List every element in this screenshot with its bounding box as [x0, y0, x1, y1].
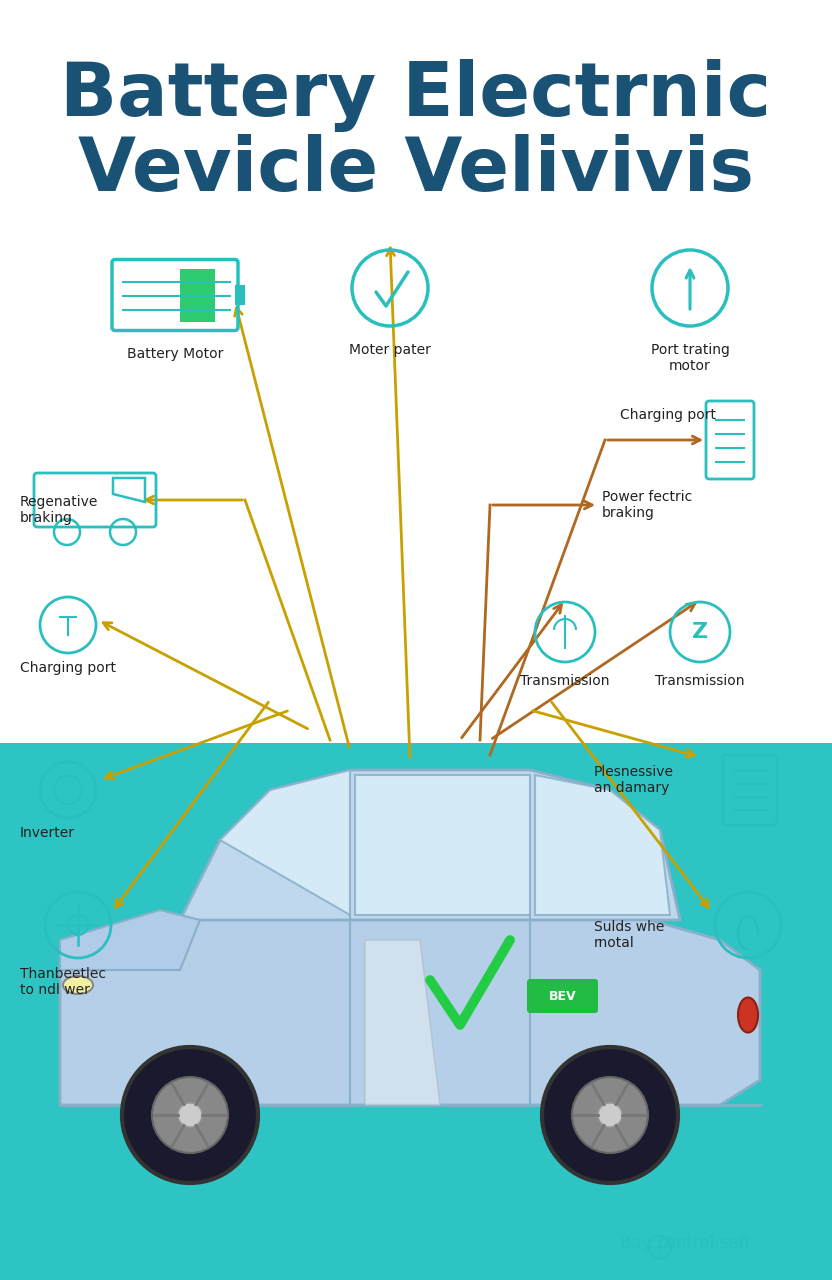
Bar — [0, 742, 832, 1280]
Text: Battery Electrnic: Battery Electrnic — [61, 59, 771, 132]
Polygon shape — [365, 940, 440, 1105]
Text: Vevicle Velivivis: Vevicle Velivivis — [78, 133, 754, 206]
Text: Plesnessive
an damary: Plesnessive an damary — [594, 765, 674, 795]
Text: BEV: BEV — [549, 989, 577, 1002]
Text: Charging port: Charging port — [20, 660, 116, 675]
Text: Battery Motor: Battery Motor — [126, 347, 223, 361]
Text: Bay control.seft: Bay control.seft — [620, 1234, 750, 1252]
Text: Power fectric
braking: Power fectric braking — [602, 490, 692, 520]
Text: Transmission: Transmission — [656, 675, 745, 689]
Polygon shape — [60, 910, 200, 970]
Text: Charging port: Charging port — [620, 408, 716, 422]
Text: Port trating
motor: Port trating motor — [651, 343, 730, 374]
Polygon shape — [535, 774, 670, 915]
Text: Regenative
braking: Regenative braking — [20, 495, 98, 525]
FancyBboxPatch shape — [527, 979, 598, 1012]
Polygon shape — [180, 771, 680, 920]
Polygon shape — [220, 771, 350, 915]
Ellipse shape — [63, 975, 93, 995]
Text: Moter pater: Moter pater — [349, 343, 431, 357]
Bar — [180, 269, 215, 321]
Circle shape — [178, 1103, 202, 1126]
Ellipse shape — [738, 997, 758, 1033]
Circle shape — [572, 1076, 648, 1153]
Polygon shape — [60, 900, 760, 1105]
Circle shape — [598, 1103, 622, 1126]
Bar — [235, 285, 245, 305]
Text: Inverter: Inverter — [20, 826, 75, 840]
Text: Z: Z — [692, 622, 708, 643]
Circle shape — [542, 1047, 678, 1183]
Circle shape — [152, 1076, 228, 1153]
Text: Sulds whe
rnotal: Sulds whe rnotal — [594, 920, 665, 950]
Text: Thanbeetlec
to ndl wer: Thanbeetlec to ndl wer — [20, 966, 106, 997]
Polygon shape — [355, 774, 530, 915]
Circle shape — [122, 1047, 258, 1183]
Text: Transmission: Transmission — [520, 675, 610, 689]
Bar — [0, 0, 832, 742]
